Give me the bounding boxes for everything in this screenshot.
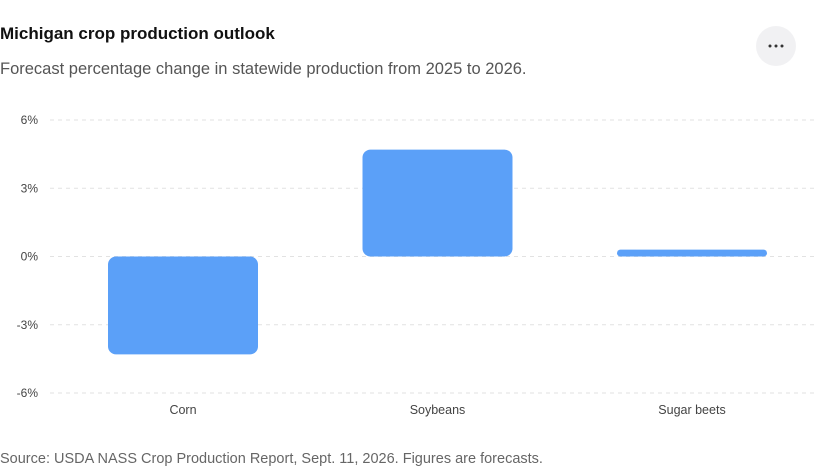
chart-title: Michigan crop production outlook xyxy=(0,24,275,43)
more-horizontal-icon xyxy=(768,44,784,48)
y-tick-label: -3% xyxy=(17,318,39,332)
more-options-button[interactable] xyxy=(756,26,796,66)
x-category-label: Corn xyxy=(169,403,196,417)
y-tick-label: 3% xyxy=(21,181,39,195)
y-tick-label: -6% xyxy=(17,386,39,400)
bar-sugar-beets[interactable] xyxy=(617,249,767,257)
y-tick-label: 0% xyxy=(21,250,39,264)
source-note: Source: USDA NASS Crop Production Report… xyxy=(0,451,543,467)
y-axis-ticks: 6% 3% 0% -3% -6% xyxy=(17,113,39,400)
x-category-label: Soybeans xyxy=(410,403,466,417)
bar-corn[interactable] xyxy=(108,256,258,355)
y-tick-label: 6% xyxy=(21,113,39,127)
x-category-label: Sugar beets xyxy=(658,403,725,417)
bar-soybeans[interactable] xyxy=(362,149,513,257)
chart-subtitle: Forecast percentage change in statewide … xyxy=(0,60,527,78)
bar-chart: 6% 3% 0% -3% -6% Corn Soybeans Sugar beets xyxy=(17,113,818,417)
bars xyxy=(108,149,767,355)
x-axis-categories: Corn Soybeans Sugar beets xyxy=(169,403,725,417)
